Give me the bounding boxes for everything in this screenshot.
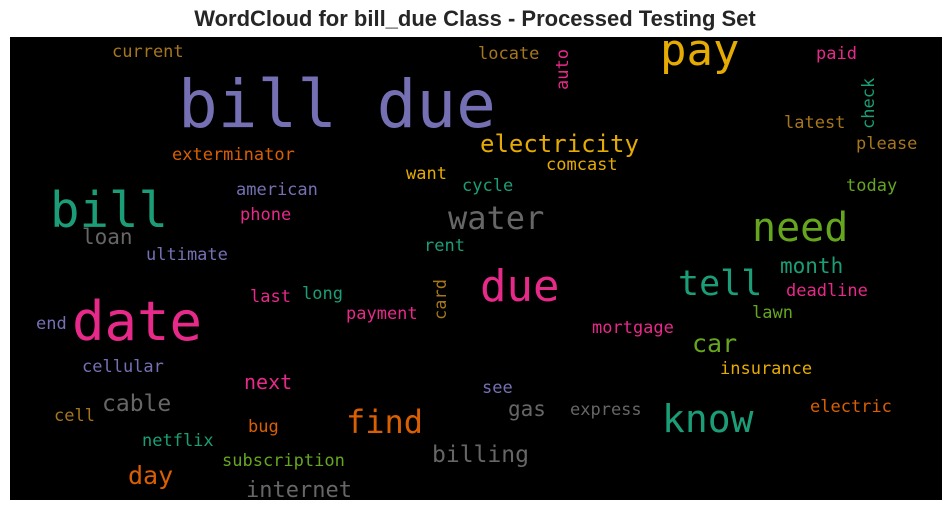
wordcloud-svg: bill due date bill pay due need know tell water f… <box>36 37 917 500</box>
word-loan: loan <box>82 225 133 249</box>
chart-title: WordCloud for bill_due Class - Processed… <box>194 6 756 31</box>
word-cable: cable <box>102 391 171 417</box>
word-due: due <box>480 261 559 312</box>
word-need: need <box>752 205 848 251</box>
word-card: card <box>431 279 451 320</box>
word-netflix: netflix <box>142 431 214 451</box>
word-latest: latest <box>784 113 845 133</box>
word-american: american <box>236 180 318 200</box>
word-subscription: subscription <box>222 451 345 471</box>
word-express: express <box>570 400 642 420</box>
word-locate: locate <box>478 44 539 64</box>
word-paid: paid <box>816 44 857 64</box>
wordcloud-canvas: bill due date bill pay due need know tell water f… <box>10 37 942 500</box>
word-mortgage: mortgage <box>592 318 674 338</box>
word-find: find <box>346 403 423 441</box>
word-today: today <box>846 176 897 196</box>
word-rent: rent <box>424 236 465 256</box>
word-lawn: lawn <box>752 303 793 323</box>
word-current: current <box>112 42 184 62</box>
word-day: day <box>128 461 173 490</box>
word-electricity: electricity <box>480 130 639 158</box>
word-bill-due: bill due <box>178 66 496 143</box>
word-last: last <box>250 287 291 307</box>
word-bug: bug <box>248 417 279 437</box>
word-check: check <box>859 78 879 129</box>
word-car: car <box>692 329 737 358</box>
word-next: next <box>244 370 292 394</box>
word-pay: pay <box>660 37 739 76</box>
word-cycle: cycle <box>462 176 513 196</box>
word-cellular: cellular <box>82 357 164 377</box>
word-billing: billing <box>432 442 529 468</box>
word-please: please <box>856 134 917 154</box>
word-electric: electric <box>810 397 892 417</box>
word-water: water <box>448 199 544 237</box>
word-date: date <box>72 290 202 353</box>
word-comcast: comcast <box>546 155 618 175</box>
word-know: know <box>662 397 754 441</box>
word-bill: bill <box>50 182 168 239</box>
word-deadline: deadline <box>786 281 868 301</box>
word-see: see <box>482 378 513 398</box>
word-cell: cell <box>54 406 95 426</box>
word-gas: gas <box>508 397 546 421</box>
word-month: month <box>780 254 843 278</box>
word-tell: tell <box>678 264 762 304</box>
word-ultimate: ultimate <box>146 245 228 265</box>
word-payment: payment <box>346 304 418 324</box>
word-end: end <box>36 314 67 334</box>
word-insurance: insurance <box>720 359 812 379</box>
word-phone: phone <box>240 205 291 225</box>
word-internet: internet <box>246 478 352 500</box>
word-auto: auto <box>553 49 573 90</box>
word-want: want <box>406 164 447 184</box>
word-long: long <box>302 284 343 304</box>
word-exterminator: exterminator <box>172 145 295 165</box>
